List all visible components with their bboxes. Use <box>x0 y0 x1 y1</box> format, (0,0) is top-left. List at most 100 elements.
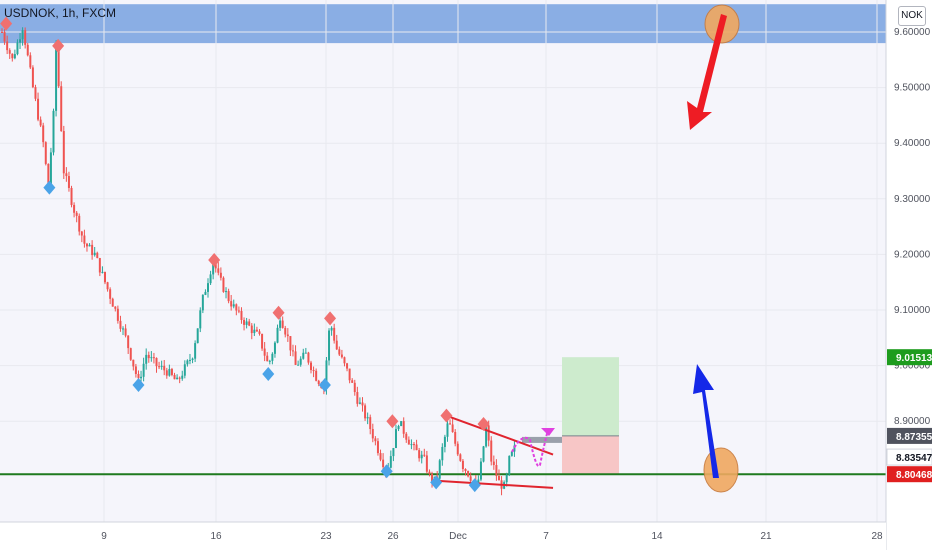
candle-body <box>392 448 395 457</box>
candle-body <box>446 423 449 437</box>
candle-body <box>263 348 266 356</box>
candle-body <box>248 321 251 326</box>
price-tag <box>887 466 932 483</box>
candle-body <box>361 402 364 406</box>
candle-body <box>1 32 3 33</box>
candle-body <box>142 363 145 377</box>
candle-body <box>199 310 202 329</box>
candle-body <box>438 460 441 479</box>
candle-body <box>19 39 22 43</box>
pivot-low-marker <box>132 378 145 393</box>
price-tick-label: 9.30000 <box>894 194 931 205</box>
candle-body <box>65 173 68 177</box>
candle-body <box>286 334 289 337</box>
position-boxes[interactable] <box>522 357 619 475</box>
candle-body <box>325 360 328 389</box>
projected-path-arrowhead <box>541 428 555 436</box>
price-tag-label: 8.87355 <box>896 432 932 443</box>
candle-body <box>3 32 6 42</box>
candle-body <box>178 377 181 379</box>
candle-body <box>443 436 446 447</box>
candle-body <box>310 362 312 371</box>
pivot-high-marker <box>0 16 13 31</box>
candle-body <box>88 244 91 247</box>
wedge-lines[interactable] <box>436 414 554 489</box>
currency-button[interactable]: NOK <box>898 6 926 26</box>
candle-body <box>289 336 292 351</box>
candle-body <box>376 441 379 454</box>
candle-body <box>209 274 212 284</box>
candle-body <box>379 453 382 460</box>
pivot-high-marker <box>324 311 337 326</box>
annotation-arrows[interactable] <box>687 4 740 493</box>
stop-zone[interactable] <box>562 435 619 475</box>
candle-body <box>219 272 222 278</box>
candle-body <box>217 268 220 273</box>
candle-body <box>382 459 385 468</box>
price-axis[interactable]: 9.60000 9.50000 9.40000 9.30000 9.20000 9.100… <box>885 0 932 550</box>
projected-path-line <box>511 429 549 468</box>
support-circle[interactable] <box>703 447 739 493</box>
candle-body <box>26 44 29 56</box>
candle-body <box>75 212 78 216</box>
price-tag <box>887 427 932 444</box>
up-arrow[interactable] <box>693 364 719 478</box>
candle-body <box>29 55 32 68</box>
entry-marker[interactable] <box>522 436 562 443</box>
candle-body <box>312 370 315 372</box>
target-zone[interactable] <box>562 357 619 436</box>
price-tag-label: 8.80468 <box>896 470 932 481</box>
candle-body <box>497 475 500 481</box>
candle-body <box>119 320 122 329</box>
candle-body <box>291 350 294 352</box>
price-tag-label: 8.83547 <box>896 453 932 464</box>
candle-body <box>420 454 423 459</box>
candle-body <box>335 340 338 350</box>
time-tick-label: 23 <box>320 531 332 542</box>
candle-body <box>423 454 426 456</box>
candle-body <box>413 444 415 446</box>
pivot-low-marker <box>318 378 331 393</box>
candle-body <box>333 327 336 341</box>
candle-body <box>394 429 397 449</box>
candle-body <box>116 308 119 321</box>
wedge-lower-line[interactable] <box>436 479 554 489</box>
candle-body <box>147 354 150 359</box>
candle-body <box>183 364 186 376</box>
candle-body <box>188 359 191 361</box>
time-tick-label: 21 <box>760 531 772 542</box>
candle-body <box>52 110 55 153</box>
time-axis[interactable]: 9 16 23 26 Dec 7 14 21 28 <box>0 521 886 550</box>
candle-body <box>78 215 81 232</box>
candle-body <box>13 54 16 59</box>
pivot-high-marker <box>440 408 453 423</box>
candle-body <box>91 244 94 256</box>
pivot-high-marker <box>477 416 490 431</box>
candle-body <box>425 455 428 472</box>
time-tick-label: 16 <box>210 531 222 542</box>
candle-body <box>201 294 204 311</box>
candle-body <box>98 258 101 273</box>
candle-body <box>11 53 14 59</box>
candle-body <box>297 364 300 366</box>
candle-body <box>67 176 70 188</box>
candle-body <box>353 382 356 393</box>
candle-body <box>405 433 408 440</box>
candle-body <box>255 329 258 332</box>
wedge-upper-line[interactable] <box>446 414 554 456</box>
down-arrow[interactable] <box>687 14 727 130</box>
candle-body <box>492 461 495 466</box>
plot-background <box>0 0 886 522</box>
candle-body <box>194 343 197 359</box>
time-tick-label: 9 <box>101 531 107 542</box>
pivot-high-marker <box>272 305 285 320</box>
candle-body <box>464 469 467 471</box>
candle-body <box>276 327 279 343</box>
candle-body <box>371 429 374 439</box>
candle-body <box>207 283 209 292</box>
candle-body <box>482 446 485 462</box>
candle-body <box>106 282 109 290</box>
candle-body <box>477 479 480 483</box>
candle-body <box>348 368 351 381</box>
